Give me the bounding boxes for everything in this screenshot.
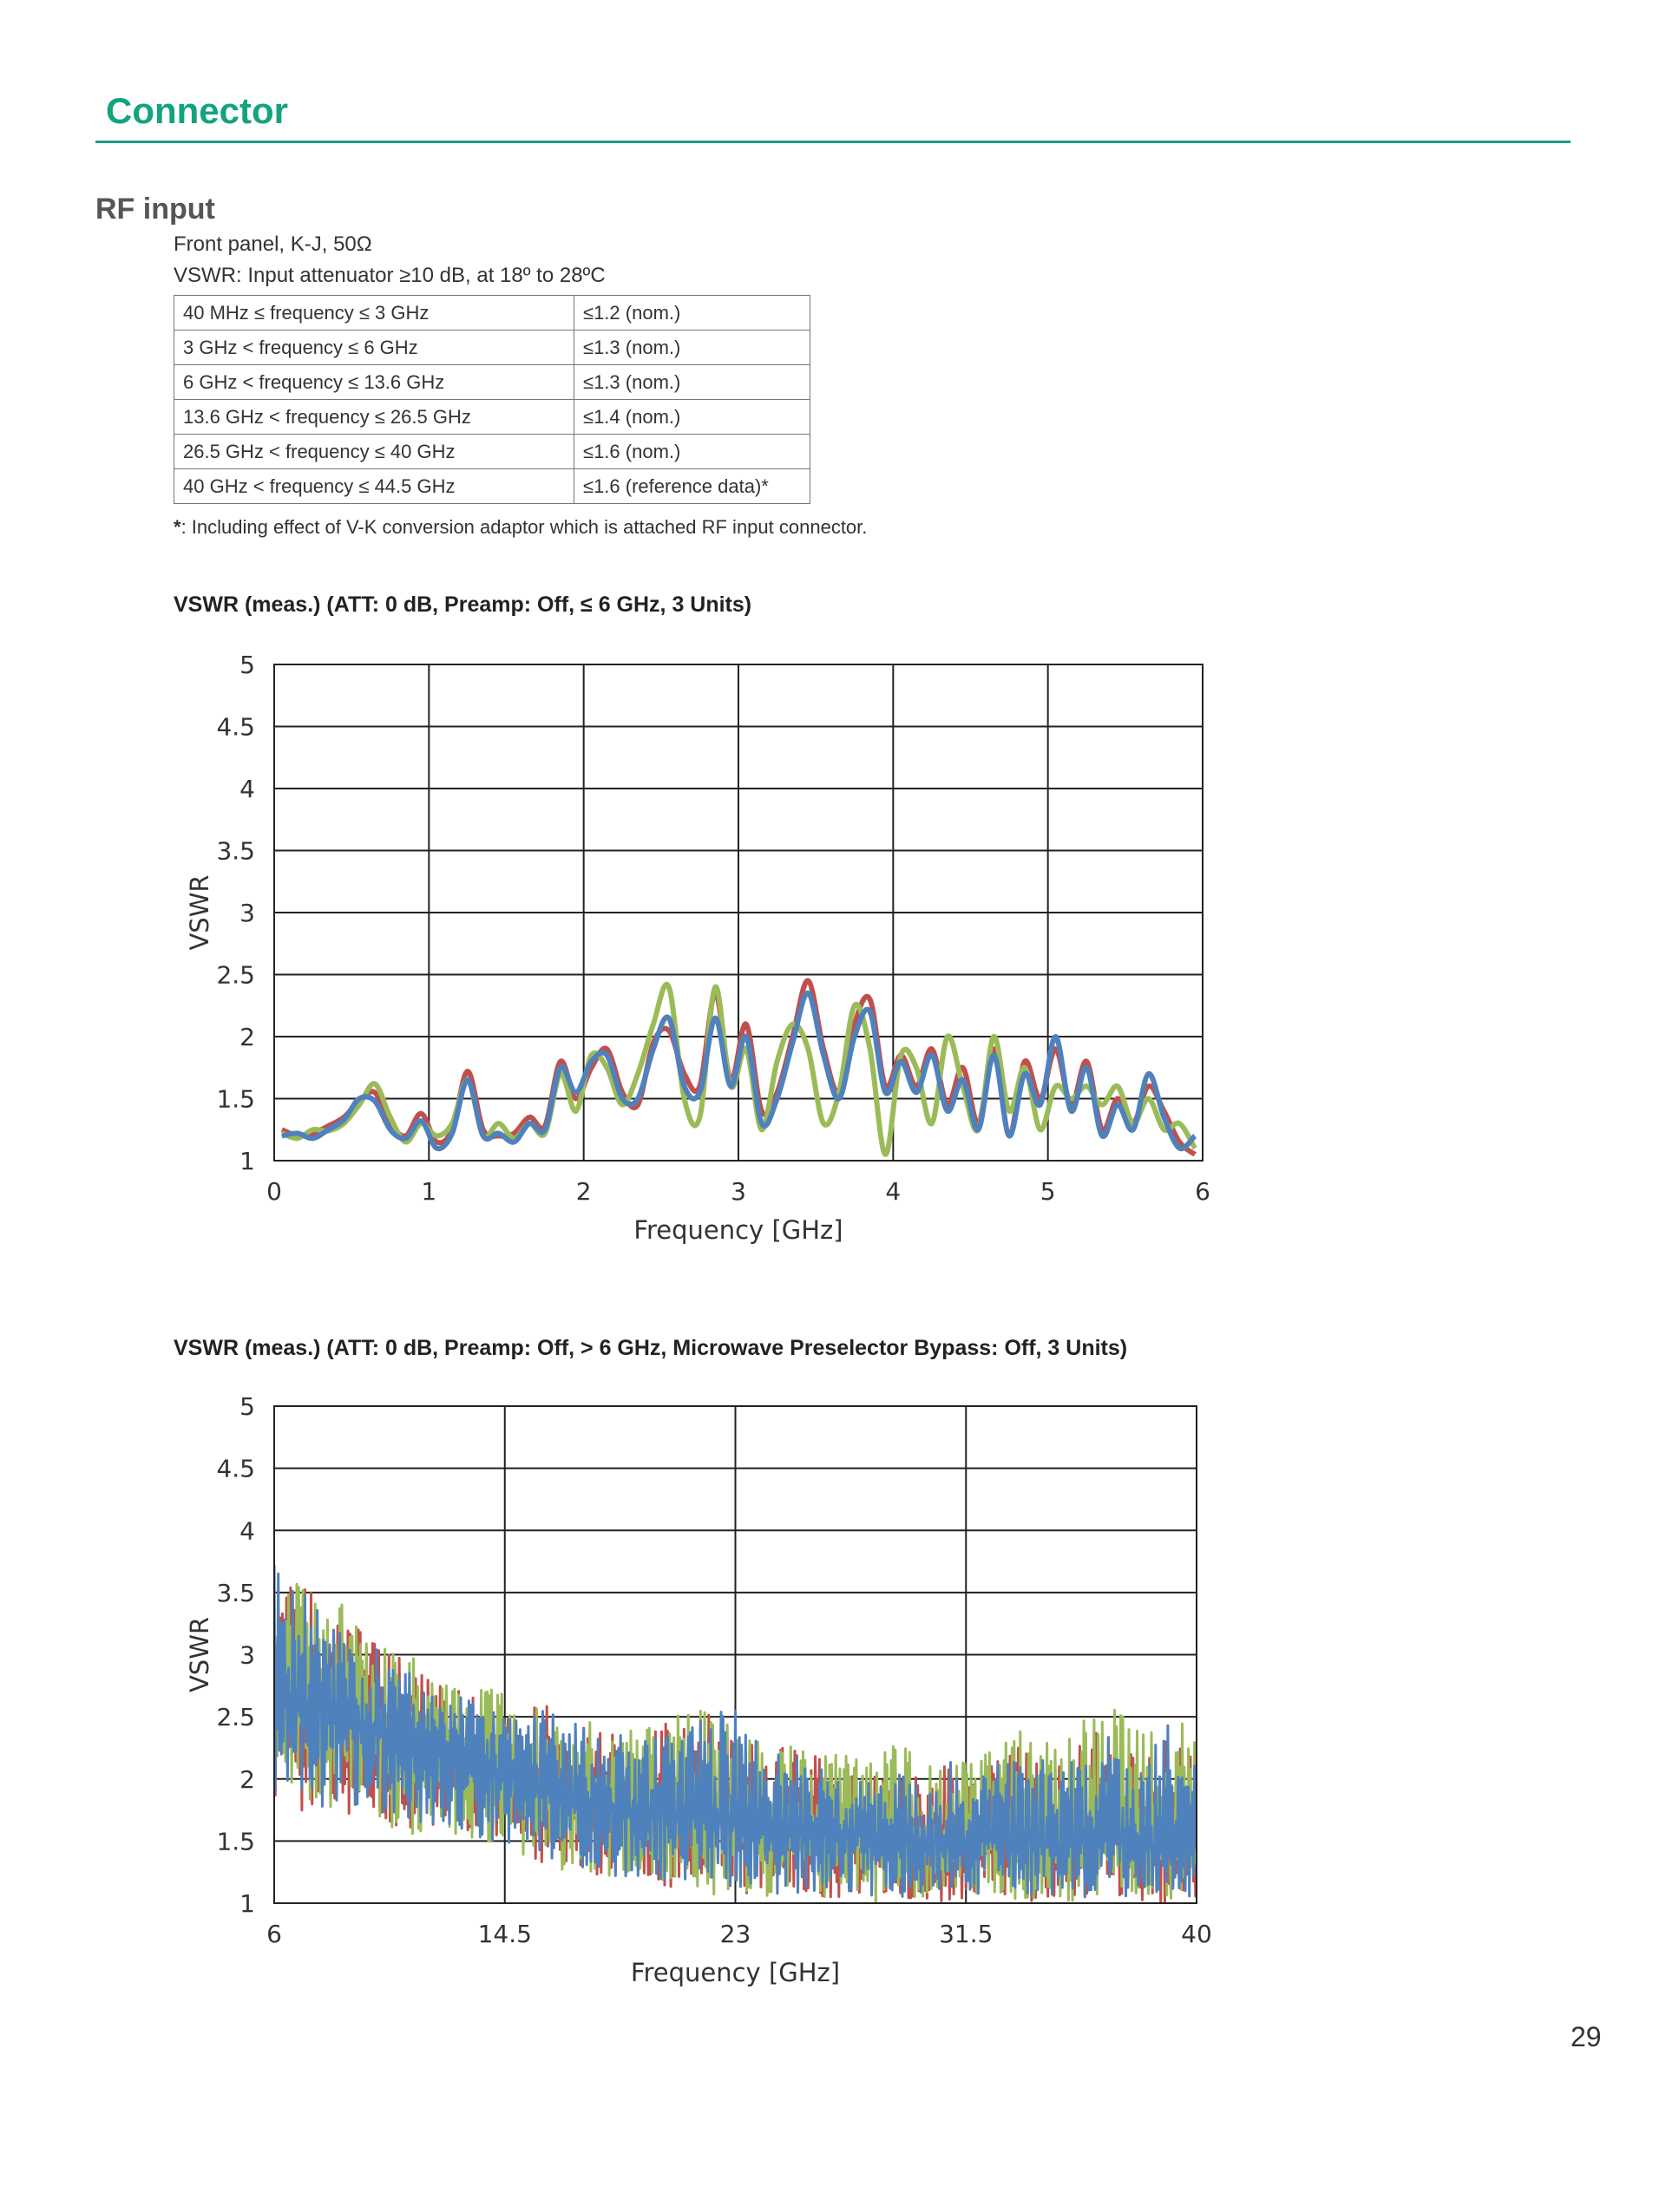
table-cell-value: ≤1.3 (nom.) [574,364,810,400]
table-row: 40 MHz ≤ frequency ≤ 3 GHz ≤1.2 (nom.) [174,295,810,330]
y-tick-label: 1.5 [216,1827,255,1855]
x-tick-label: 40 [1181,1920,1212,1948]
y-tick-label: 4.5 [216,713,255,742]
plot-frame [273,1405,1197,1904]
footnote: *: Including effect of V-K conversion ad… [174,516,867,539]
x-tick-label: 23 [720,1920,751,1948]
series-line-3 [281,990,1197,1152]
table-cell-range: 40 GHz < frequency ≤ 44.5 GHz [174,468,574,504]
vswr-spec-table: 40 MHz ≤ frequency ≤ 3 GHz ≤1.2 (nom.) 3… [174,295,810,504]
y-tick-label: 2.5 [216,1703,255,1731]
y-tick-label: 2 [239,1765,255,1794]
table-row: 3 GHz < frequency ≤ 6 GHz ≤1.3 (nom.) [174,330,810,365]
table-row: 26.5 GHz < frequency ≤ 40 GHz ≤1.6 (nom.… [174,434,810,469]
x-tick-label: 6 [1195,1177,1210,1206]
table-row: 40 GHz < frequency ≤ 44.5 GHz ≤1.6 (refe… [174,468,810,504]
y-tick-label: 4 [239,1516,255,1545]
x-axis-title: Frequency [GHz] [631,1958,840,1987]
section-title: Connector [106,90,288,131]
y-tick-label: 1.5 [216,1085,255,1114]
table-cell-range: 6 GHz < frequency ≤ 13.6 GHz [174,364,574,400]
y-tick-label: 4.5 [216,1455,255,1483]
chart-2-title: VSWR (meas.) (ATT: 0 dB, Preamp: Off, > … [174,1336,1128,1360]
x-tick-label: 1 [421,1177,436,1206]
connector-description: Front panel, K-J, 50Ω [174,232,372,256]
x-tick-label: 31.5 [939,1920,993,1948]
table-cell-value: ≤1.2 (nom.) [574,295,810,330]
y-axis-title: VSWR [185,1617,214,1692]
footnote-text: : Including effect of V-K conversion ada… [180,516,868,538]
x-axis-title: Frequency [GHz] [633,1215,843,1245]
y-tick-label: 3 [239,899,255,927]
x-tick-label: 0 [266,1177,282,1206]
table-cell-range: 13.6 GHz < frequency ≤ 26.5 GHz [174,399,574,435]
x-tick-label: 14.5 [478,1920,532,1948]
vswr-chart-above-6ghz: 1 1.5 2 2.5 3 3.5 4 4.5 5 6 14.5 23 31.5 40 Frequency … [185,1392,1212,1987]
table-row: 6 GHz < frequency ≤ 13.6 GHz ≤1.3 (nom.) [174,364,810,400]
table-cell-range: 40 MHz ≤ frequency ≤ 3 GHz [174,295,574,330]
y-tick-label: 5 [239,1392,255,1421]
y-axis-title: VSWR [185,874,214,950]
y-tick-label: 4 [239,775,255,803]
y-tick-label: 5 [239,651,255,679]
table-cell-value: ≤1.6 (reference data)* [574,468,810,504]
plot-frame [273,664,1204,1162]
series-line-3 [274,1565,1197,1898]
page-number: 29 [1571,2021,1602,2052]
table-row: 13.6 GHz < frequency ≤ 26.5 GHz ≤1.4 (no… [174,399,810,435]
y-tick-label: 1 [239,1147,255,1175]
y-tick-label: 3 [239,1641,255,1670]
rf-input-title: RF input [95,193,215,226]
y-tick-label: 3.5 [216,837,255,866]
y-tick-label: 2 [239,1023,255,1051]
vswr-condition: VSWR: Input attenuator ≥10 dB, at 18º to… [174,264,606,287]
title-rule [95,141,1571,143]
table-cell-value: ≤1.4 (nom.) [574,399,810,435]
y-tick-label: 1 [239,1889,255,1918]
x-tick-label: 5 [1040,1177,1056,1206]
x-tick-label: 4 [885,1177,901,1206]
x-tick-label: 2 [576,1177,592,1206]
table-cell-range: 26.5 GHz < frequency ≤ 40 GHz [174,434,574,469]
x-tick-label: 3 [731,1177,746,1206]
y-tick-label: 2.5 [216,961,255,990]
y-tick-label: 3.5 [216,1579,255,1607]
table-cell-value: ≤1.6 (nom.) [574,434,810,469]
chart-1-title: VSWR (meas.) (ATT: 0 dB, Preamp: Off, ≤ … [174,592,752,617]
table-cell-range: 3 GHz < frequency ≤ 6 GHz [174,330,574,365]
x-tick-label: 6 [266,1920,282,1948]
footnote-mark: * [174,516,181,538]
table-cell-value: ≤1.3 (nom.) [574,330,810,365]
